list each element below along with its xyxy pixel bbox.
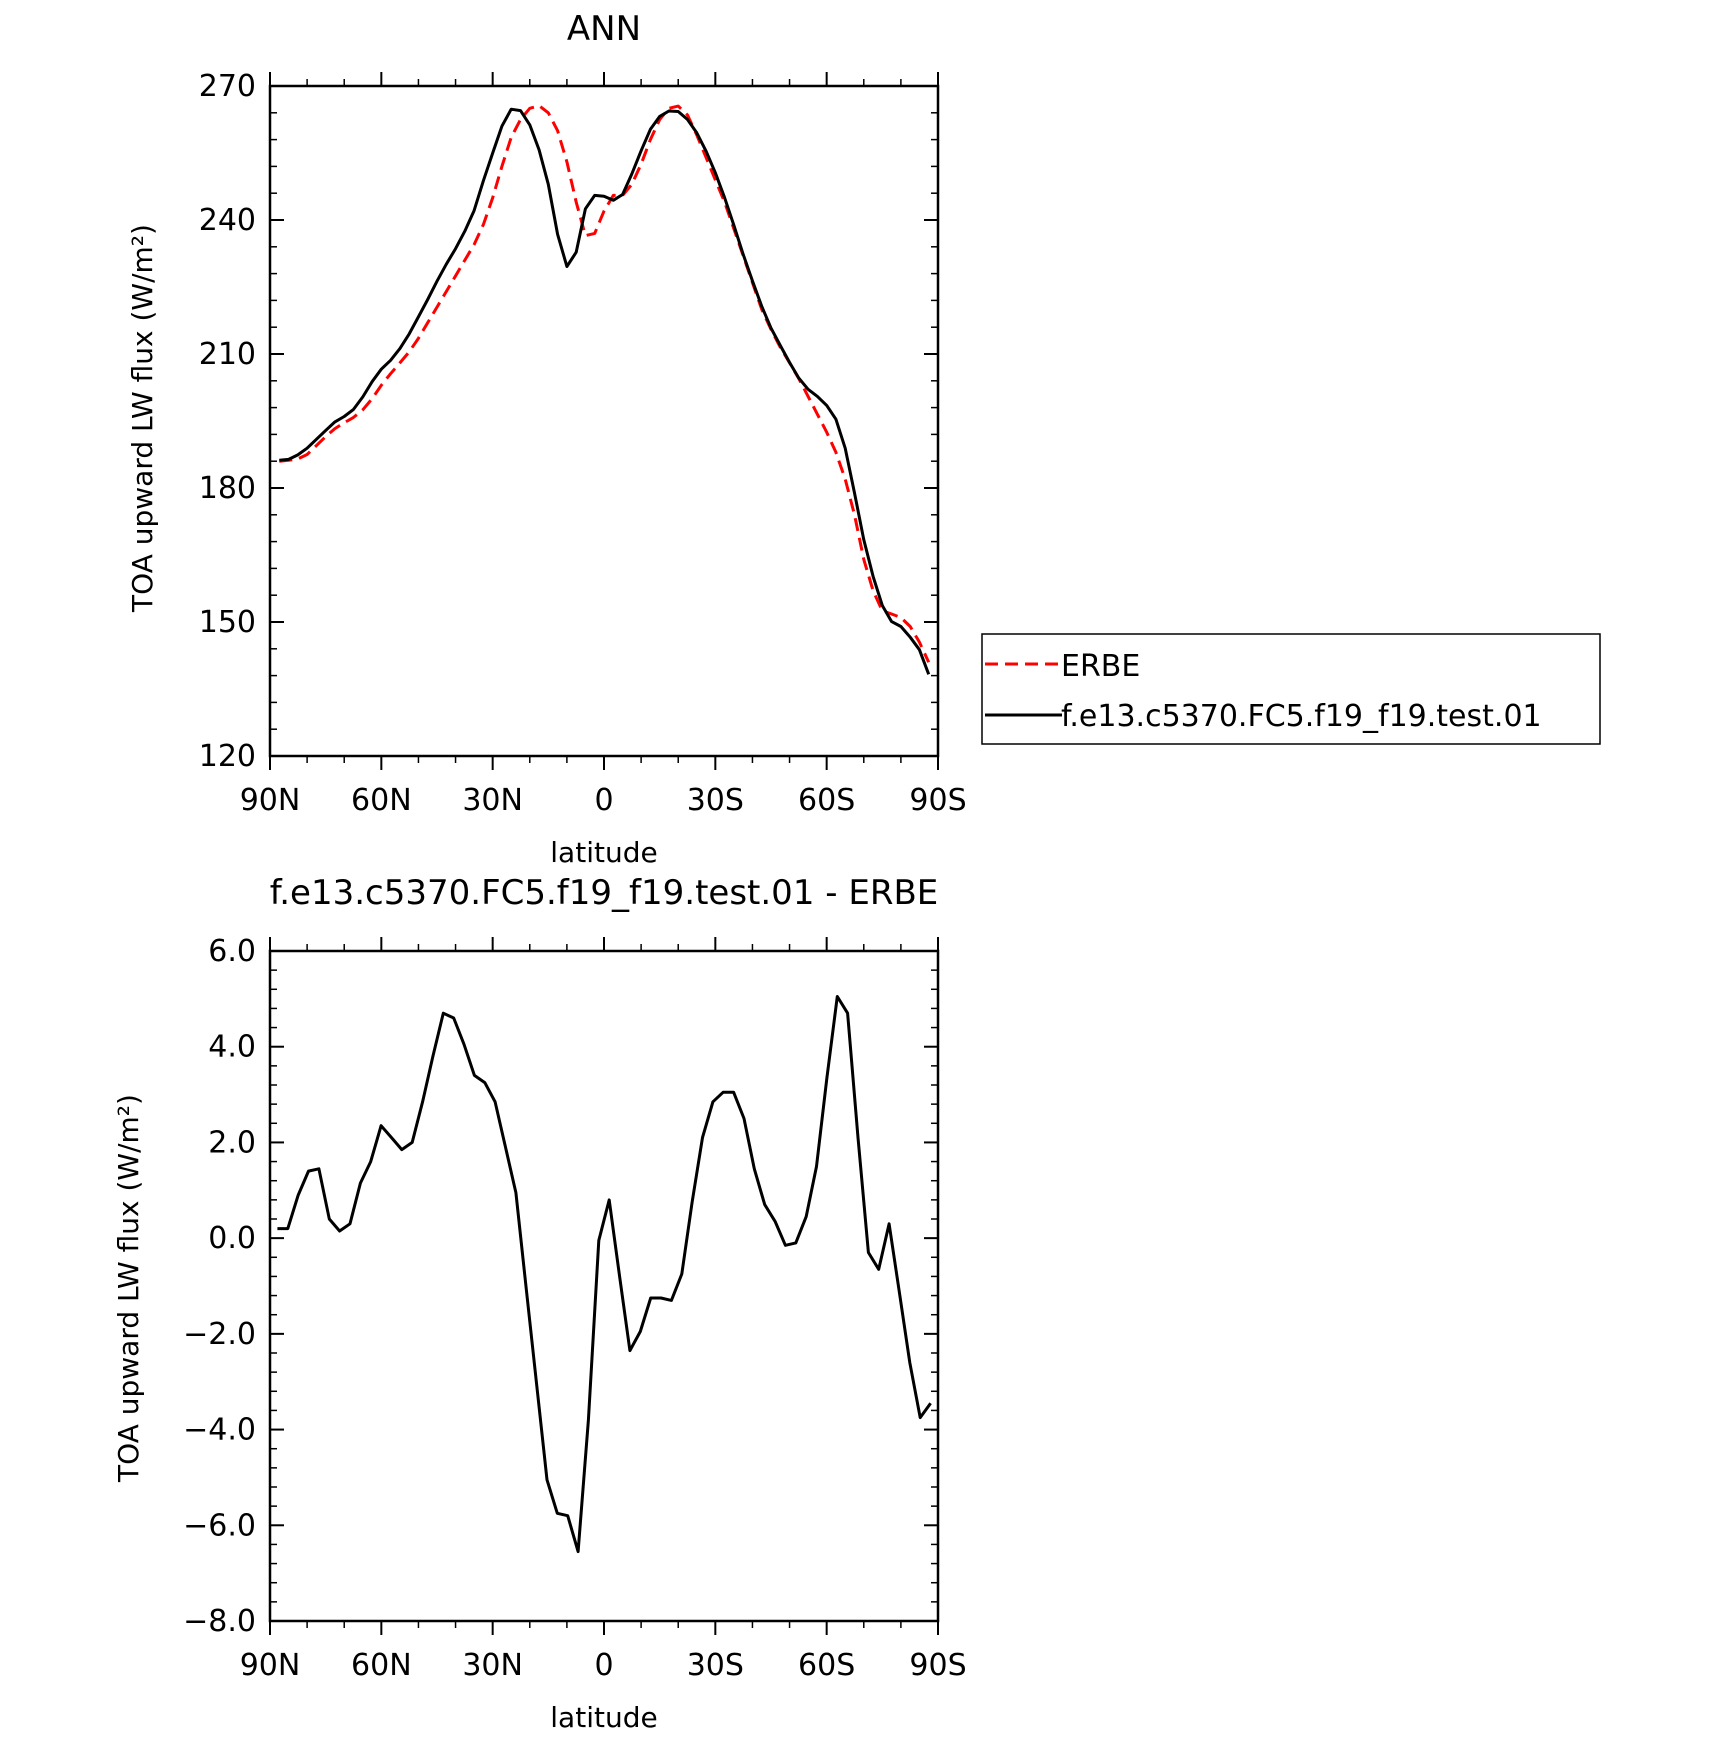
top-panel: ANN TOA upward LW flux (W/m²) latitude 1… [126,9,967,869]
bottom-panel-series [277,995,932,1554]
bottom-panel-y-tick-label: 4.0 [208,1030,256,1065]
top-panel-y-axis-label: TOA upward LW flux (W/m²) [126,224,159,613]
bottom-panel-y-tick-label: −4.0 [183,1413,256,1448]
bottom-panel-ticks: −8.0 −6.0 −4.0 −2.0 0.0 2.0 4.0 6.0 90N 60N 30N 0 30… [183,934,966,1683]
top-panel-series-f-e13-c5370-fc5-f19-f19-test-01 [279,107,931,675]
top-panel-y-tick-label: 270 [199,69,256,104]
top-panel-x-tick-label: 90N [240,783,301,818]
top-panel-y-tick-label: 180 [199,471,256,506]
top-panel-x-tick-label: 30N [462,783,523,818]
legend: ERBE f.e13.c5370.FC5.f19_f19.test.01 [981,633,1601,745]
legend-label-erbe: ERBE [1061,649,1140,684]
legend-label-model: f.e13.c5370.FC5.f19_f19.test.01 [1061,699,1542,734]
top-panel-series [279,104,931,675]
bottom-panel-x-tick-label: 60S [798,1648,855,1683]
top-panel-y-tick-label: 210 [199,337,256,372]
top-panel-x-tick-label: 0 [594,783,613,818]
bottom-panel-x-tick-label: 90S [909,1648,966,1683]
top-panel-x-tick-label: 30S [687,783,744,818]
bottom-panel-x-tick-label: 30N [462,1648,523,1683]
top-panel-y-tick-label: 120 [199,739,256,774]
bottom-panel-x-tick-label: 0 [594,1648,613,1683]
bottom-panel-y-tick-label: −8.0 [183,1604,256,1639]
top-panel-x-tick-label: 60N [351,783,412,818]
bottom-panel-x-axis-label: latitude [550,1701,657,1734]
top-panel-y-tick-label: 240 [199,203,256,238]
bottom-panel-title: f.e13.c5370.FC5.f19_f19.test.01 - ERBE [270,873,939,913]
top-panel-ticks: 120 150 180 210 240 270 90N 60N 30N 0 30S 60S 90S [199,69,967,818]
bottom-panel-plot-frame [268,949,940,1623]
bottom-panel-x-tick-label: 30S [687,1648,744,1683]
bottom-panel-series-difference [277,995,932,1554]
bottom-panel-y-tick-label: 2.0 [208,1125,256,1160]
top-panel-x-tick-label: 60S [798,783,855,818]
legend-box [981,633,1601,745]
top-panel-series-erbe [279,104,931,663]
bottom-panel-x-tick-label: 60N [351,1648,412,1683]
bottom-panel-y-tick-label: 6.0 [208,934,256,969]
bottom-panel-x-tick-label: 90N [240,1648,301,1683]
bottom-panel-y-axis-label: TOA upward LW flux (W/m²) [112,1094,145,1483]
top-panel-y-tick-label: 150 [199,605,256,640]
top-panel-title: ANN [567,9,641,49]
bottom-panel-y-tick-label: −6.0 [183,1508,256,1543]
bottom-panel: f.e13.c5370.FC5.f19_f19.test.01 - ERBE T… [112,873,967,1734]
top-panel-x-tick-label: 90S [909,783,966,818]
bottom-panel-y-tick-label: −2.0 [183,1317,256,1352]
top-panel-x-axis-label: latitude [550,836,657,869]
bottom-panel-y-tick-label: 0.0 [208,1221,256,1256]
